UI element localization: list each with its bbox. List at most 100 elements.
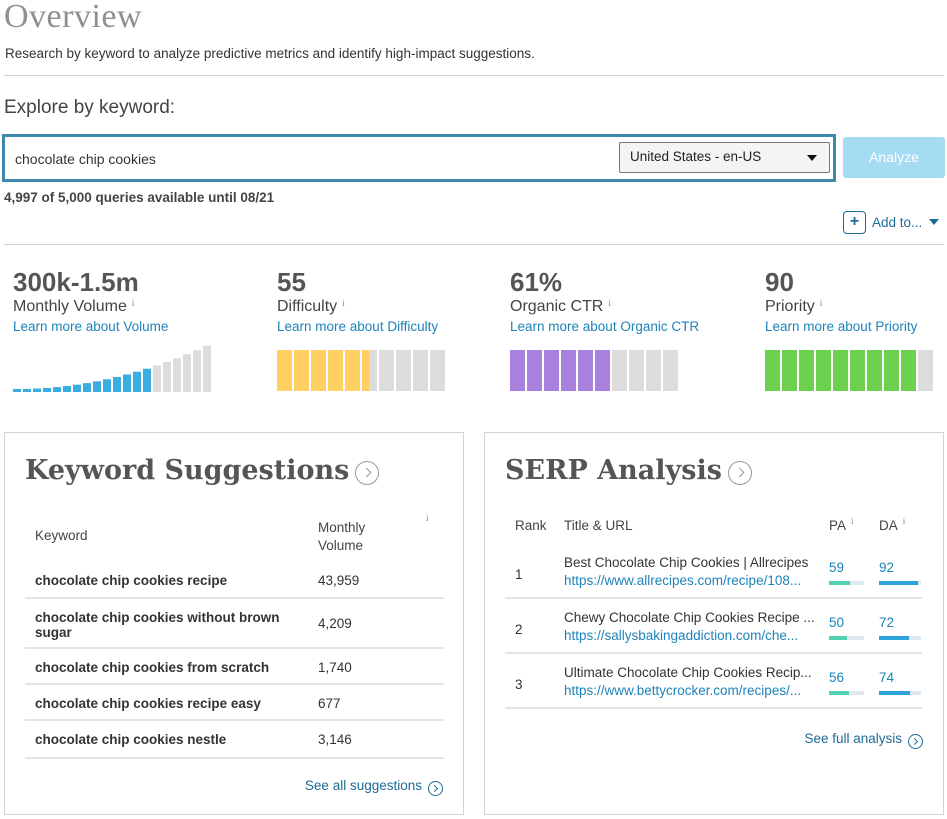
learn-more-priority-link[interactable]: Learn more about Priority — [765, 319, 918, 334]
table-row[interactable]: chocolate chip cookies recipe 43,959 — [25, 561, 444, 599]
pa-value-link[interactable]: 56 — [829, 670, 845, 685]
volume-text: 4,209 — [318, 616, 352, 631]
meter-segment — [362, 350, 377, 391]
result-url-link[interactable]: https://www.allrecipes.com/recipe/108... — [564, 573, 802, 588]
info-icon[interactable]: i — [131, 298, 135, 308]
meter-segment — [918, 350, 933, 391]
pa-value-link[interactable]: 50 — [829, 615, 845, 630]
metric-label: Difficulty i — [277, 298, 345, 315]
rank-text: 2 — [515, 622, 523, 637]
meter-segment — [901, 350, 916, 391]
meter-segment — [833, 350, 848, 391]
organic-ctr-meter — [510, 350, 680, 391]
analyze-button[interactable]: Analyze — [843, 137, 945, 178]
pa-bar — [829, 691, 864, 695]
keyword-text: chocolate chip cookies from scratch — [35, 660, 270, 675]
divider — [4, 244, 944, 245]
result-url-link[interactable]: https://sallysbakingaddiction.com/che... — [564, 628, 799, 643]
chevron-circle-icon[interactable] — [355, 460, 380, 485]
volume-bar — [53, 387, 61, 392]
locale-select[interactable]: United States - en-US — [619, 142, 830, 173]
keyword-search-input[interactable] — [15, 146, 605, 172]
meter-segment — [328, 350, 343, 391]
volume-text: 3,146 — [318, 732, 352, 747]
meter-segment — [799, 350, 814, 391]
da-value-link[interactable]: 74 — [879, 670, 895, 685]
keyword-text: chocolate chip cookies without brown sug… — [35, 610, 280, 640]
volume-bar-chart — [13, 345, 211, 392]
table-row[interactable]: 1 Best Chocolate Chip Cookies | Allrecip… — [505, 544, 922, 599]
rank-text: 3 — [515, 677, 523, 692]
volume-bar — [163, 362, 171, 392]
metric-organic-ctr: 61% Organic CTR i Learn more about Organi… — [510, 266, 699, 334]
metric-value: 55 — [277, 267, 306, 297]
meter-segment — [884, 350, 899, 391]
table-row[interactable]: 3 Ultimate Chocolate Chip Cookies Recip.… — [505, 654, 922, 709]
pa-value-link[interactable]: 59 — [829, 560, 845, 575]
page-title: Overview — [4, 0, 143, 35]
volume-bar — [103, 379, 111, 392]
table-row[interactable]: 2 Chewy Chocolate Chip Cookies Recipe ..… — [505, 599, 922, 654]
meter-segment — [561, 350, 576, 391]
info-icon[interactable]: i — [819, 298, 823, 308]
pa-bar — [829, 581, 864, 585]
serp-analysis-card: SERP Analysis Rank Title & URL PA i DA i 1… — [484, 432, 944, 815]
query-quota: 4,997 of 5,000 queries available until 0… — [4, 190, 275, 205]
meter-segment — [612, 350, 627, 391]
volume-text: 677 — [318, 696, 341, 711]
meter-segment — [510, 350, 525, 391]
meter-segment — [629, 350, 644, 391]
column-header-title-url: Title & URL — [564, 518, 633, 533]
column-header-pa: PA i — [829, 516, 854, 533]
metric-volume: 300k-1.5m Monthly Volume i Learn more abo… — [13, 266, 168, 334]
metric-difficulty: 55 Difficulty i Learn more about Difficul… — [277, 266, 438, 334]
volume-bar — [133, 371, 141, 392]
column-header-keyword: Keyword — [35, 528, 88, 543]
meter-segment — [867, 350, 882, 391]
volume-bar — [43, 387, 51, 392]
column-header-rank: Rank — [515, 518, 547, 533]
volume-bar — [33, 388, 41, 392]
table-row[interactable]: chocolate chip cookies from scratch 1,74… — [25, 649, 444, 685]
volume-bar — [113, 377, 121, 392]
see-all-suggestions-link[interactable]: See all suggestions — [305, 778, 443, 796]
meter-segment — [430, 350, 445, 391]
difficulty-meter — [277, 350, 447, 391]
meter-segment — [646, 350, 661, 391]
volume-bar — [183, 354, 191, 392]
info-icon[interactable]: i — [342, 298, 345, 308]
da-value-link[interactable]: 72 — [879, 615, 895, 630]
meter-segment — [816, 350, 831, 391]
info-icon[interactable]: i — [608, 298, 611, 308]
metric-priority: 90 Priority i Learn more about Priority — [765, 266, 917, 334]
table-row[interactable]: chocolate chip cookies nestle 3,146 — [25, 721, 444, 759]
metric-value: 90 — [765, 267, 794, 297]
da-value-link[interactable]: 92 — [879, 560, 895, 575]
info-icon[interactable]: i — [426, 513, 429, 523]
see-full-analysis-link[interactable]: See full analysis — [804, 731, 923, 749]
table-row[interactable]: chocolate chip cookies without brown sug… — [25, 599, 444, 649]
meter-segment — [850, 350, 865, 391]
volume-bar — [203, 345, 211, 392]
volume-bar — [153, 365, 161, 392]
result-url-link[interactable]: https://www.bettycrocker.com/recipes/... — [564, 683, 802, 698]
meter-segment — [277, 350, 292, 391]
chevron-circle-icon[interactable] — [727, 460, 752, 485]
volume-bar — [83, 383, 91, 392]
info-icon[interactable]: i — [851, 516, 854, 526]
metric-value: 61% — [510, 267, 563, 297]
info-icon[interactable]: i — [902, 516, 906, 526]
priority-meter — [765, 350, 935, 391]
metric-value: 300k-1.5m — [13, 267, 139, 297]
card-title: Keyword Suggestions — [25, 455, 380, 486]
learn-more-volume-link[interactable]: Learn more about Volume — [13, 319, 169, 334]
learn-more-difficulty-link[interactable]: Learn more about Difficulty — [277, 319, 439, 334]
table-row[interactable]: chocolate chip cookies recipe easy 677 — [25, 685, 444, 721]
add-to-button[interactable]: + Add to... — [843, 210, 940, 234]
meter-segment — [595, 350, 610, 391]
volume-text: 1,740 — [318, 660, 352, 675]
meter-segment — [527, 350, 542, 391]
chevron-circle-icon — [428, 781, 443, 796]
learn-more-organic-ctr-link[interactable]: Learn more about Organic CTR — [510, 319, 700, 334]
meter-segment — [294, 350, 309, 391]
